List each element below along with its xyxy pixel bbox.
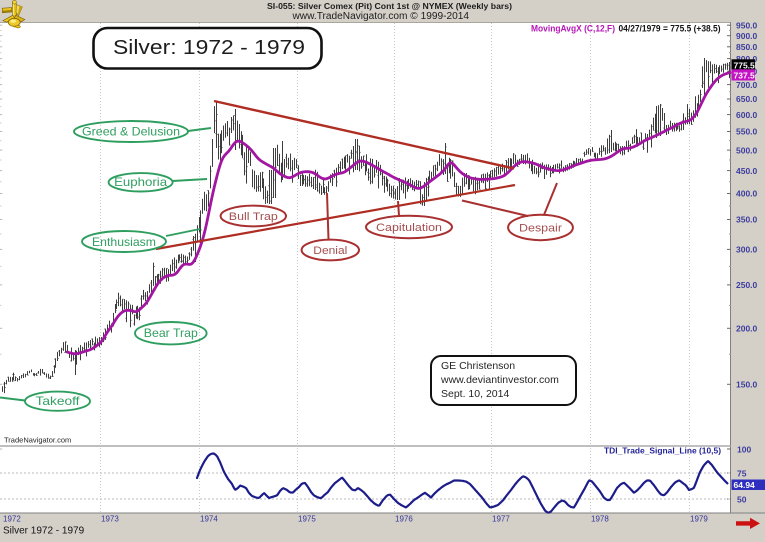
svg-text:1974: 1974 [200, 515, 218, 524]
svg-text:150.0: 150.0 [736, 380, 758, 390]
svg-text:Silver 1972 - 1979: Silver 1972 - 1979 [3, 526, 85, 537]
svg-text:737.5: 737.5 [734, 70, 756, 80]
svg-text:1972: 1972 [3, 515, 21, 524]
svg-text:Denial: Denial [313, 245, 347, 257]
svg-text:1976: 1976 [395, 515, 413, 524]
svg-text:75: 75 [737, 469, 747, 479]
svg-text:Takeoff: Takeoff [36, 394, 81, 408]
svg-text:TDI_Trade_Signal_Line (10,5): TDI_Trade_Signal_Line (10,5) [604, 447, 721, 456]
svg-text:Despair: Despair [519, 223, 562, 235]
svg-text:1978: 1978 [591, 515, 609, 524]
svg-text:MovingAvgX (C,12,F): MovingAvgX (C,12,F) [531, 23, 615, 33]
svg-text:650.0: 650.0 [736, 94, 758, 104]
svg-text:50: 50 [737, 495, 747, 505]
svg-text:1973: 1973 [101, 515, 119, 524]
svg-text:Capitulation: Capitulation [376, 222, 442, 234]
svg-text:www.deviantinvestor.com: www.deviantinvestor.com [440, 374, 559, 386]
svg-text:100: 100 [737, 445, 751, 455]
svg-text:400.0: 400.0 [736, 189, 758, 199]
svg-text:www.TradeNavigator.com © 1999-: www.TradeNavigator.com © 1999-2014 [291, 11, 469, 22]
svg-text:350.0: 350.0 [736, 215, 758, 225]
svg-text:300.0: 300.0 [736, 245, 758, 255]
svg-text:Bull Trap: Bull Trap [229, 211, 278, 223]
svg-text:775.5: 775.5 [734, 60, 756, 70]
svg-text:200.0: 200.0 [736, 324, 758, 334]
svg-text:1979: 1979 [690, 515, 708, 524]
svg-text:SI-055: Silver Comex (Pit) Co: SI-055: Silver Comex (Pit) Cont 1st @ NY… [267, 2, 512, 11]
svg-text:850.0: 850.0 [736, 42, 758, 52]
svg-text:Silver: 1972 - 1979: Silver: 1972 - 1979 [113, 37, 305, 59]
svg-text:04/27/1979 = 775.5 (+38.5): 04/27/1979 = 775.5 (+38.5) [619, 23, 721, 33]
svg-text:500.0: 500.0 [736, 145, 758, 155]
svg-text:64.94: 64.94 [734, 480, 756, 490]
svg-text:Bear Trap: Bear Trap [144, 326, 198, 340]
svg-text:600.0: 600.0 [736, 110, 758, 120]
svg-text:950.0: 950.0 [736, 20, 758, 30]
svg-text:250.0: 250.0 [736, 280, 758, 290]
svg-text:700.0: 700.0 [736, 80, 758, 90]
svg-text:Sept. 10, 2014: Sept. 10, 2014 [441, 388, 509, 400]
svg-text:Euphoria: Euphoria [114, 175, 167, 189]
svg-text:Greed & Delusion: Greed & Delusion [82, 124, 180, 138]
svg-text:Enthusiasm: Enthusiasm [92, 235, 156, 249]
svg-text:1977: 1977 [492, 515, 510, 524]
svg-text:800.0: 800.0 [736, 54, 758, 64]
svg-text:900.0: 900.0 [736, 31, 758, 41]
svg-text:550.0: 550.0 [736, 127, 758, 137]
svg-text:GE Christenson: GE Christenson [441, 360, 515, 372]
svg-text:TradeNavigator.com: TradeNavigator.com [4, 436, 71, 445]
svg-text:1975: 1975 [298, 515, 316, 524]
svg-text:450.0: 450.0 [736, 166, 758, 176]
